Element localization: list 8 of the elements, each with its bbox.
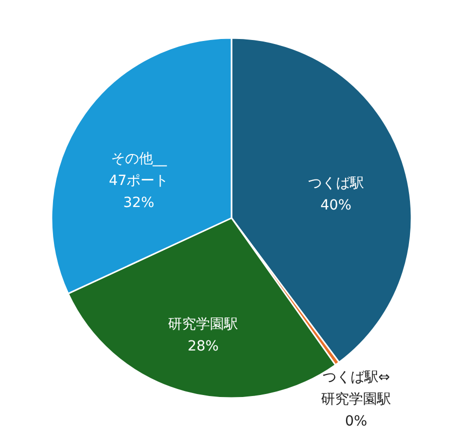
slice-label: つくば駅⇔研究学園駅 [321,370,392,408]
slice-label: その他__47ポート [108,150,169,189]
data-label: 32% [123,194,154,211]
slice-label: つくば駅 [308,175,364,192]
data-label: 0% [345,414,368,430]
data-label: 28% [188,338,219,354]
slice-label: 研究学園駅 [168,316,238,332]
data-label: 40% [320,197,352,214]
